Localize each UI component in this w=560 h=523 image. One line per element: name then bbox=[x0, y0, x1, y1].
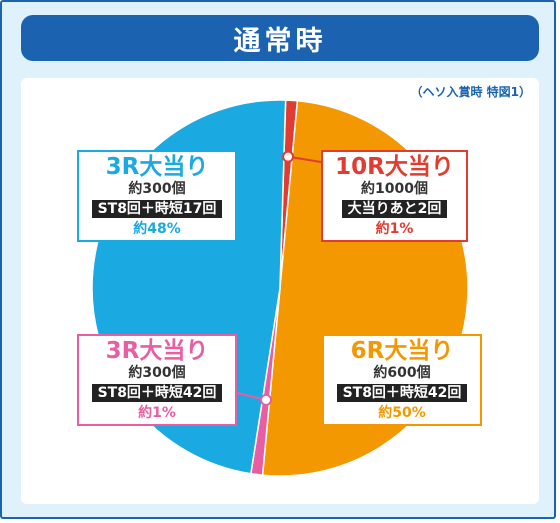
slice-label: 10R大当り bbox=[335, 154, 454, 180]
connector-dot-2 bbox=[260, 393, 273, 406]
label-box-3r-small: 3R大当り 約300個 ST8回＋時短42回 約1% bbox=[77, 334, 237, 426]
slice-label: 6R大当り bbox=[350, 338, 454, 364]
slice-feature: ST8回＋時短42回 bbox=[91, 384, 223, 402]
slice-label: 3R大当り bbox=[105, 154, 209, 180]
slice-feature: ST8回＋時短42回 bbox=[336, 384, 468, 402]
label-box-10r: 10R大当り 約1000個 大当りあと2回 約1% bbox=[321, 150, 468, 242]
slice-share: 約50% bbox=[378, 405, 426, 421]
slice-label: 3R大当り bbox=[105, 338, 209, 364]
slice-payout: 約1000個 bbox=[361, 181, 428, 197]
slice-share: 約1% bbox=[375, 221, 414, 237]
chart-note: （ヘソ入賞時 特図1） bbox=[410, 85, 531, 99]
slice-payout: 約300個 bbox=[128, 365, 186, 381]
label-box-3r-main: 3R大当り 約300個 ST8回＋時短17回 約48% bbox=[77, 150, 237, 242]
slice-payout: 約300個 bbox=[128, 181, 186, 197]
slice-share: 約48% bbox=[133, 221, 181, 237]
slice-share: 約1% bbox=[138, 405, 176, 421]
label-box-6r: 6R大当り 約600個 ST8回＋時短42回 約50% bbox=[322, 334, 482, 426]
slice-feature: ST8回＋時短17回 bbox=[91, 200, 223, 218]
page-title: 通常時 bbox=[21, 15, 539, 61]
slice-payout: 約600個 bbox=[373, 365, 431, 381]
slice-feature: 大当りあと2回 bbox=[341, 200, 448, 218]
connector-dot-0 bbox=[282, 150, 295, 163]
